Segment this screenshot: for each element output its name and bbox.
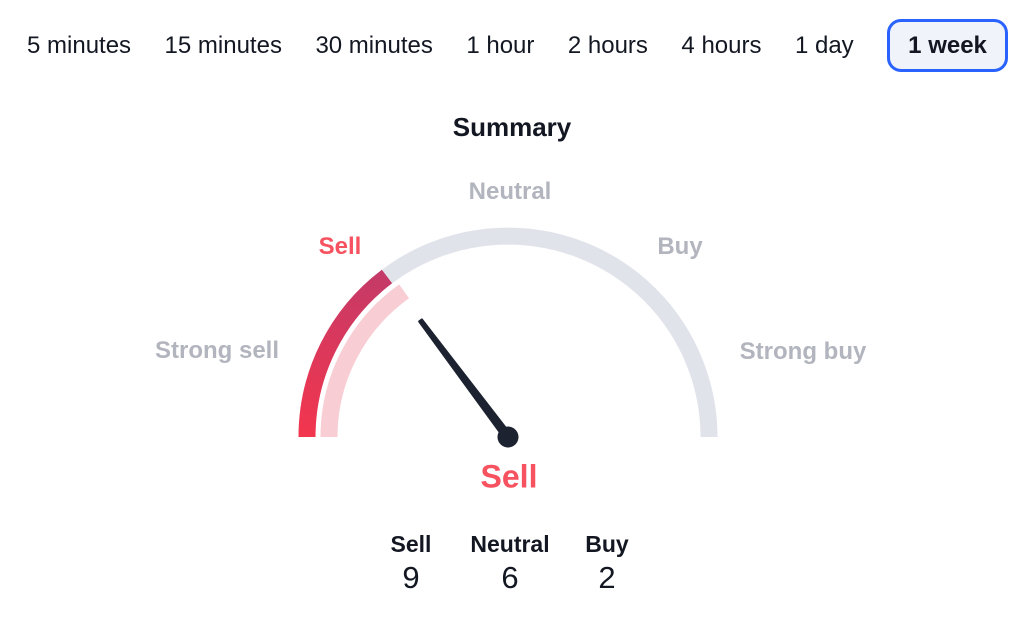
- gauge-needle: [418, 318, 519, 448]
- count-neutral-label: Neutral: [470, 531, 550, 557]
- zone-label-sell: Sell: [318, 233, 362, 260]
- count-sell: Sell 9: [391, 530, 432, 596]
- tab-15-minutes[interactable]: 15 minutes: [165, 19, 282, 72]
- tab-5-minutes[interactable]: 5 minutes: [27, 19, 131, 72]
- zone-label-neutral: Neutral: [468, 178, 552, 205]
- gauge-track-arc: [298, 227, 718, 438]
- count-sell-label: Sell: [390, 531, 432, 557]
- count-buy: Buy 2: [585, 530, 628, 596]
- tab-30-minutes[interactable]: 30 minutes: [315, 19, 432, 72]
- summary-title: Summary: [452, 112, 572, 142]
- count-neutral-value: 6: [501, 560, 519, 595]
- count-sell-value: 9: [402, 560, 420, 595]
- tab-4-hours[interactable]: 4 hours: [681, 19, 761, 72]
- tab-1-day[interactable]: 1 day: [795, 19, 854, 72]
- count-buy-label: Buy: [585, 531, 629, 557]
- gauge-verdict: Sell: [480, 458, 538, 495]
- tab-1-week[interactable]: 1 week: [887, 19, 1008, 72]
- count-buy-value: 2: [598, 560, 616, 595]
- tab-2-hours[interactable]: 2 hours: [568, 19, 648, 72]
- timeframe-tabs: 5 minutes 15 minutes 30 minutes 1 hour 2…: [27, 19, 1008, 72]
- needle-pivot-dot: [497, 426, 519, 448]
- tab-1-hour[interactable]: 1 hour: [466, 19, 534, 72]
- gauge-inner-band: [320, 284, 410, 438]
- zone-label-buy: Buy: [657, 233, 703, 260]
- count-neutral: Neutral 6: [470, 530, 549, 596]
- zone-label-strong-buy: Strong buy: [739, 338, 867, 365]
- gauge-fill-arc: [298, 269, 393, 438]
- zone-label-strong-sell: Strong sell: [154, 337, 280, 364]
